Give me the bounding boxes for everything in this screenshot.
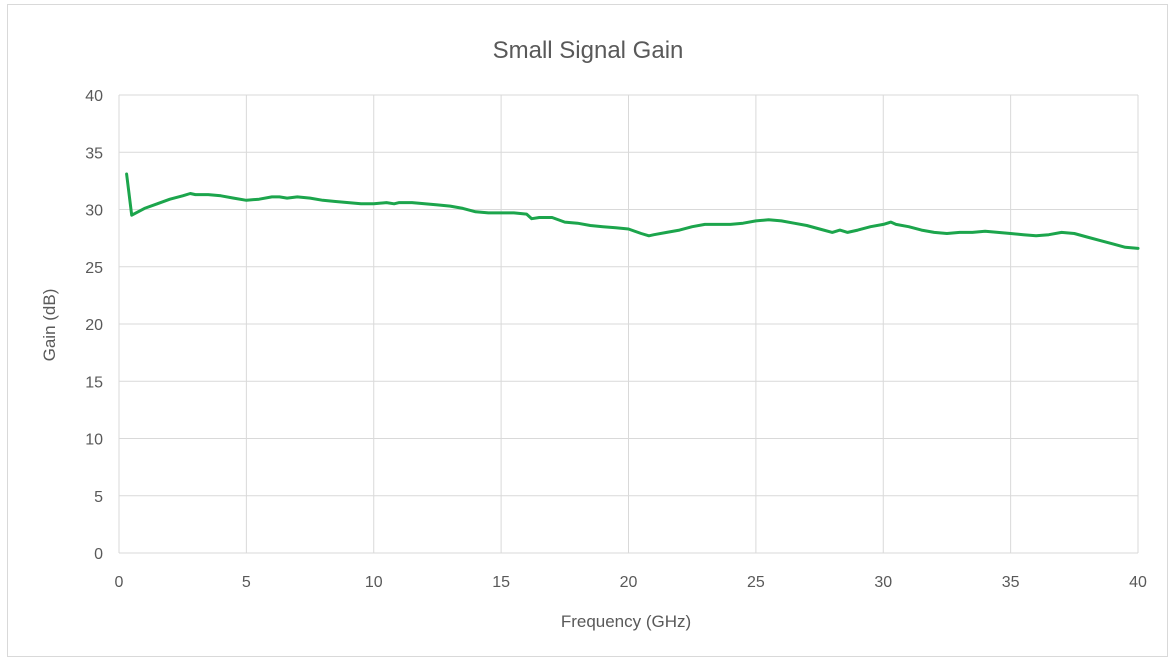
y-tick-label: 40 (85, 88, 103, 105)
grid-lines (118, 94, 1139, 554)
y-tick-label: 35 (85, 145, 103, 162)
x-tick-label: 20 (620, 574, 638, 591)
y-tick-label: 30 (85, 203, 103, 220)
y-tick-label: 15 (85, 374, 103, 391)
x-tick-label: 10 (365, 574, 383, 591)
y-axis-title: Gain (dB) (40, 289, 59, 362)
x-tick-label: 30 (874, 574, 892, 591)
y-tick-label: 10 (85, 432, 103, 449)
x-tick-label: 35 (1002, 574, 1020, 591)
series-line (125, 172, 1140, 250)
x-tick-label: 5 (242, 574, 251, 591)
y-tick-labels: 0 5 10 15 20 25 30 35 40 (85, 88, 103, 563)
x-tick-label: 0 (115, 574, 124, 591)
x-tick-label: 15 (492, 574, 510, 591)
y-tick-label: 20 (85, 317, 103, 334)
y-tick-label: 0 (94, 546, 103, 563)
x-tick-label: 40 (1129, 574, 1147, 591)
x-tick-label: 25 (747, 574, 765, 591)
x-axis-title: Frequency (GHz) (561, 612, 691, 631)
chart-title: Small Signal Gain (493, 37, 684, 64)
x-tick-labels: 0 5 10 15 20 25 30 35 40 (115, 574, 1147, 591)
y-tick-label: 25 (85, 260, 103, 277)
series-group (125, 172, 1140, 250)
chart-frame: Small Signal Gain 0 5 10 15 20 25 30 35 40 0 5 10 1… (7, 4, 1168, 657)
chart-svg: Small Signal Gain 0 5 10 15 20 25 30 35 40 0 5 10 1… (40, 37, 1147, 631)
y-tick-label: 5 (94, 489, 103, 506)
